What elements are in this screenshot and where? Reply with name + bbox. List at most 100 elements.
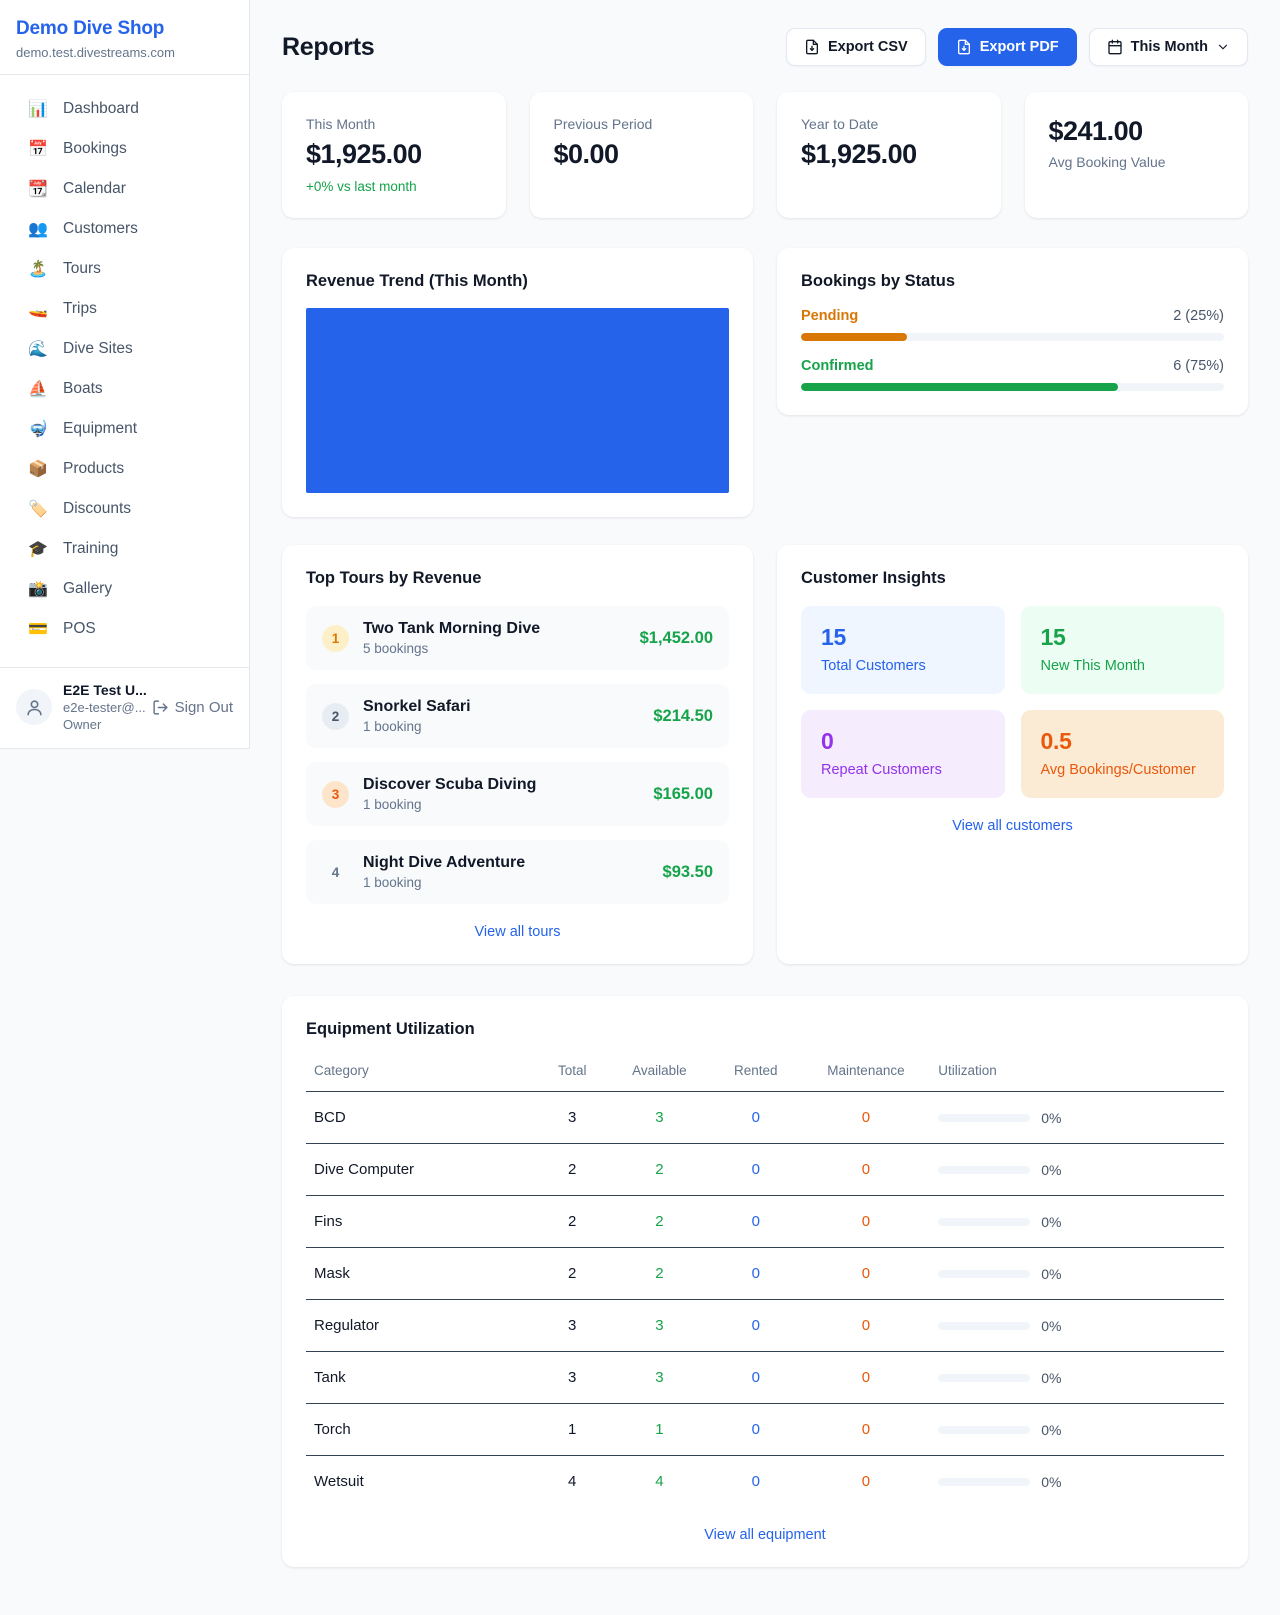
tour-name: Two Tank Morning Dive: [363, 620, 541, 637]
customer-insights-card: Customer Insights 15 Total Customers 15 …: [777, 545, 1248, 964]
cell-total: 3: [535, 1299, 609, 1352]
insight-label: Repeat Customers: [821, 762, 942, 778]
utilization-bar-track: [938, 1425, 1031, 1434]
cell-available: 4: [655, 1473, 664, 1490]
bookings-calendar-icon: 📅: [28, 141, 48, 158]
status-count-pending: 2 (25%): [1173, 308, 1224, 324]
sidebar-item-label: Boats: [63, 380, 103, 397]
sidebar-item-label: Tours: [63, 260, 101, 277]
status-label-confirmed: Confirmed: [801, 358, 874, 374]
sidebar-item-customers[interactable]: 👥 Customers: [0, 209, 249, 249]
status-row-pending: Pending 2 (25%): [801, 308, 1224, 341]
col-available: Available: [608, 1053, 710, 1092]
sidebar: Demo Dive Shop demo.test.divestreams.com…: [0, 0, 250, 749]
insight-tile-new-this-month: 15 New This Month: [1020, 606, 1224, 694]
user-role: Owner: [63, 717, 102, 732]
page-header: Reports Export CSV Export PDF This Month: [282, 28, 1248, 66]
sign-out-button[interactable]: Sign Out: [152, 699, 233, 716]
sidebar-item-label: Discounts: [63, 500, 132, 517]
sidebar-item-dive-sites[interactable]: 🌊 Dive Sites: [0, 329, 249, 369]
boats-sailboat-icon: ⛵: [28, 381, 48, 398]
sidebar-item-training[interactable]: 🎓 Training: [0, 529, 249, 569]
utilization-percent: 0%: [1041, 1161, 1062, 1178]
period-dropdown[interactable]: This Month: [1088, 28, 1248, 66]
tour-revenue: $1,452.00: [639, 628, 713, 647]
sidebar-item-trips[interactable]: 🚤 Trips: [0, 289, 249, 329]
cell-rented: 0: [709, 1299, 802, 1352]
cell-total: 2: [535, 1195, 609, 1248]
utilization-bar-track: [938, 1269, 1031, 1278]
tour-list: 1 Two Tank Morning Dive 5 bookings $1,45…: [306, 606, 729, 904]
stat-label: Year to Date: [801, 116, 879, 132]
sidebar-item-label: Training: [63, 540, 119, 557]
cell-category: BCD: [306, 1091, 536, 1144]
cell-rented: 0: [709, 1195, 802, 1248]
pos-creditcard-icon: 💳: [28, 621, 48, 638]
stat-label: Avg Booking Value: [1048, 154, 1166, 170]
main-content: Reports Export CSV Export PDF This Month: [250, 0, 1280, 1615]
sidebar-item-discounts[interactable]: 🏷️ Discounts: [0, 489, 249, 529]
cell-maintenance: 0: [801, 1143, 931, 1196]
sidebar-item-products[interactable]: 📦 Products: [0, 449, 249, 489]
chevron-down-icon: [1218, 44, 1228, 50]
sign-out-label: Sign Out: [174, 698, 233, 716]
rank-badge: 2: [322, 702, 349, 730]
cell-available: 2: [608, 1247, 710, 1300]
table-row: Wetsuit 4 4 0 0 0%: [306, 1456, 1224, 1508]
export-csv-button[interactable]: Export CSV: [785, 28, 926, 66]
col-utilization: Utilization: [930, 1053, 1224, 1092]
export-pdf-button[interactable]: Export PDF: [937, 28, 1077, 66]
view-all-equipment-link[interactable]: View all equipment: [704, 1527, 826, 1543]
utilization-bar-track: [938, 1217, 1031, 1226]
tour-list-item: 2 Snorkel Safari 1 booking $214.50: [306, 684, 729, 748]
top-tours-title: Top Tours by Revenue: [306, 569, 482, 587]
tour-bookings: 1 booking: [363, 719, 422, 734]
cell-total: 4: [568, 1473, 577, 1490]
sidebar-item-bookings[interactable]: 📅 Bookings: [0, 129, 249, 169]
insight-value: 0.5: [1040, 728, 1072, 754]
sidebar-item-equipment[interactable]: 🤿 Equipment: [0, 409, 249, 449]
utilization-bar-track: [938, 1373, 1031, 1382]
sidebar-item-dashboard[interactable]: 📊 Dashboard: [0, 89, 249, 129]
sidebar-item-label: Gallery: [63, 580, 113, 597]
utilization-percent: 0%: [1041, 1369, 1062, 1386]
sidebar-item-calendar[interactable]: 📆 Calendar: [0, 169, 249, 209]
view-all-customers-link[interactable]: View all customers: [952, 818, 1073, 834]
sidebar-item-tours[interactable]: 🏝️ Tours: [0, 249, 249, 289]
cell-available: 3: [608, 1351, 710, 1404]
utilization-cell: 0%: [938, 1422, 1216, 1438]
dive-sites-wave-icon: 🌊: [28, 341, 48, 358]
table-row: Mask 2 2 0 0 0%: [306, 1247, 1224, 1300]
cell-available: 2: [608, 1195, 710, 1248]
utilization-cell: 0%: [938, 1370, 1216, 1386]
status-bar-track: [801, 383, 1224, 391]
equipment-utilization-card: Equipment Utilization Category Total Ava…: [282, 996, 1248, 1567]
stat-label: This Month: [306, 116, 376, 132]
sidebar-item-gallery[interactable]: 📸 Gallery: [0, 569, 249, 609]
cell-total: 3: [535, 1091, 609, 1144]
utilization-percent: 0%: [1041, 1213, 1062, 1230]
shop-header: Demo Dive Shop demo.test.divestreams.com: [0, 0, 249, 75]
sidebar-item-boats[interactable]: ⛵ Boats: [0, 369, 249, 409]
utilization-cell: 0%: [938, 1110, 1216, 1126]
status-label-pending: Pending: [801, 308, 859, 324]
period-label: This Month: [1130, 39, 1208, 55]
cell-available: 2: [608, 1143, 710, 1196]
utilization-bar-track: [938, 1113, 1031, 1122]
sidebar-item-pos[interactable]: 💳 POS: [0, 609, 249, 649]
equipment-utilization-title: Equipment Utilization: [306, 1020, 475, 1038]
sidebar-item-label: Products: [63, 460, 125, 477]
export-pdf-label: Export PDF: [979, 39, 1059, 55]
sidebar-item-label: Trips: [63, 300, 97, 317]
export-csv-label: Export CSV: [827, 39, 908, 55]
view-all-tours-link[interactable]: View all tours: [474, 924, 561, 940]
insight-tile-total-customers: 15 Total Customers: [801, 606, 1005, 694]
utilization-cell: 0%: [938, 1266, 1216, 1282]
customers-icon: 👥: [28, 221, 48, 238]
tour-bookings: 1 booking: [363, 875, 422, 890]
shop-name[interactable]: Demo Dive Shop: [16, 18, 165, 39]
col-maintenance: Maintenance: [801, 1053, 931, 1092]
cell-rented: 0: [709, 1091, 802, 1144]
sidebar-item-label: Bookings: [63, 140, 127, 157]
tour-list-item: 3 Discover Scuba Diving 1 booking $165.0…: [306, 762, 729, 826]
